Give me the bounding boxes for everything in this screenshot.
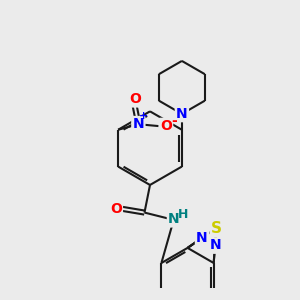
Text: -: - xyxy=(172,114,177,128)
Text: +: + xyxy=(139,111,148,121)
Text: H: H xyxy=(178,208,188,220)
Text: O: O xyxy=(129,92,141,106)
Text: N: N xyxy=(168,212,180,226)
Text: O: O xyxy=(160,119,172,133)
Text: N: N xyxy=(133,117,144,131)
Text: S: S xyxy=(211,220,222,236)
Text: O: O xyxy=(110,202,122,216)
Text: N: N xyxy=(176,107,188,121)
Text: N: N xyxy=(209,238,221,253)
Text: N: N xyxy=(196,231,208,245)
